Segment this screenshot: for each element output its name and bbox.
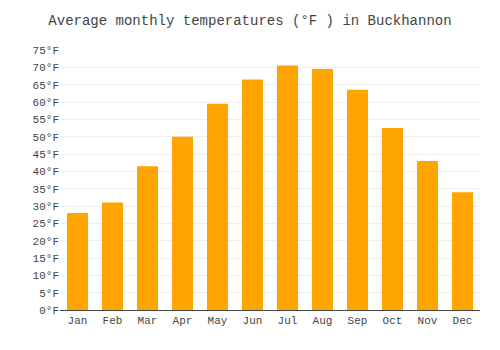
svg-text:Jun: Jun (243, 315, 263, 327)
svg-text:May: May (208, 315, 228, 327)
svg-text:55°F: 55°F (33, 114, 59, 126)
svg-text:Nov: Nov (418, 315, 438, 327)
svg-text:65°F: 65°F (33, 80, 59, 92)
svg-text:20°F: 20°F (33, 236, 59, 248)
svg-text:45°F: 45°F (33, 149, 59, 161)
svg-text:40°F: 40°F (33, 166, 59, 178)
svg-text:75°F: 75°F (33, 45, 59, 57)
svg-text:Mar: Mar (138, 315, 158, 327)
svg-text:Average monthly temperatures (: Average monthly temperatures (°F ) in Bu… (48, 13, 451, 29)
svg-text:5°F: 5°F (39, 288, 59, 300)
svg-text:70°F: 70°F (33, 62, 59, 74)
svg-text:Sep: Sep (348, 315, 368, 327)
svg-text:25°F: 25°F (33, 218, 59, 230)
svg-text:50°F: 50°F (33, 132, 59, 144)
svg-text:Dec: Dec (453, 315, 473, 327)
svg-text:15°F: 15°F (33, 253, 59, 265)
svg-text:Feb: Feb (103, 315, 123, 327)
svg-text:Jan: Jan (68, 315, 88, 327)
svg-text:60°F: 60°F (33, 97, 59, 109)
svg-text:Oct: Oct (383, 315, 403, 327)
svg-text:Aug: Aug (313, 315, 333, 327)
svg-text:Apr: Apr (173, 315, 193, 327)
svg-text:Jul: Jul (278, 315, 298, 327)
svg-text:10°F: 10°F (33, 270, 59, 282)
svg-text:30°F: 30°F (33, 201, 59, 213)
svg-text:35°F: 35°F (33, 184, 59, 196)
svg-text:0°F: 0°F (39, 305, 59, 317)
